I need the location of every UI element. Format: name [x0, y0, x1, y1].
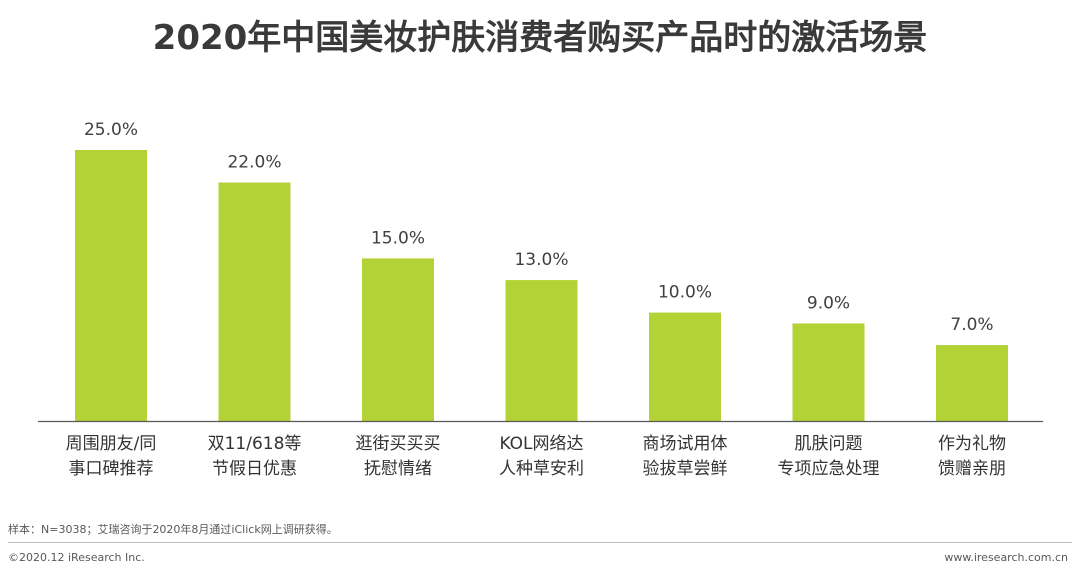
category-label: 周围朋友/同 [66, 434, 157, 454]
category-label: 作为礼物 [938, 434, 1006, 454]
category-label: 肌肤问题 [795, 434, 863, 454]
bar [936, 345, 1008, 421]
category-label: 节假日优惠 [212, 459, 297, 479]
category-label: 验拔草尝鲜 [643, 459, 728, 479]
bar [362, 258, 434, 421]
copyright-text: ©2020.12 iResearch Inc. [8, 551, 145, 564]
category-label: 馈赠亲朋 [938, 459, 1006, 479]
data-label: 15.0% [371, 228, 425, 248]
category-label: 事口碑推荐 [69, 459, 154, 479]
category-label: 商场试用体 [643, 434, 728, 454]
chart-title: 2020年中国美妆护肤消费者购买产品时的激活场景 [152, 18, 928, 58]
data-label: 22.0% [227, 153, 281, 173]
bar [792, 323, 865, 421]
bar [75, 150, 147, 421]
data-label: 13.0% [514, 250, 568, 270]
bar [505, 280, 578, 421]
category-label: 双11/618等 [208, 434, 302, 454]
sample-note: 样本：N=3038；艾瑞咨询于2020年8月通过iClick网上调研获得。 [8, 523, 338, 536]
footer-divider [8, 542, 1072, 543]
bar [649, 312, 721, 421]
category-label: 人种草安利 [499, 459, 584, 479]
data-label: 25.0% [84, 120, 138, 140]
bar [218, 182, 291, 421]
data-label: 9.0% [807, 293, 850, 313]
website-url: www.iresearch.com.cn [944, 551, 1068, 564]
category-label: 逛街买买买 [356, 434, 441, 454]
category-label: 专项应急处理 [778, 459, 880, 479]
category-label: 抚慰情绪 [364, 459, 432, 479]
data-label: 10.0% [658, 283, 712, 303]
category-label: KOL网络达 [499, 434, 583, 454]
data-label: 7.0% [950, 315, 993, 335]
